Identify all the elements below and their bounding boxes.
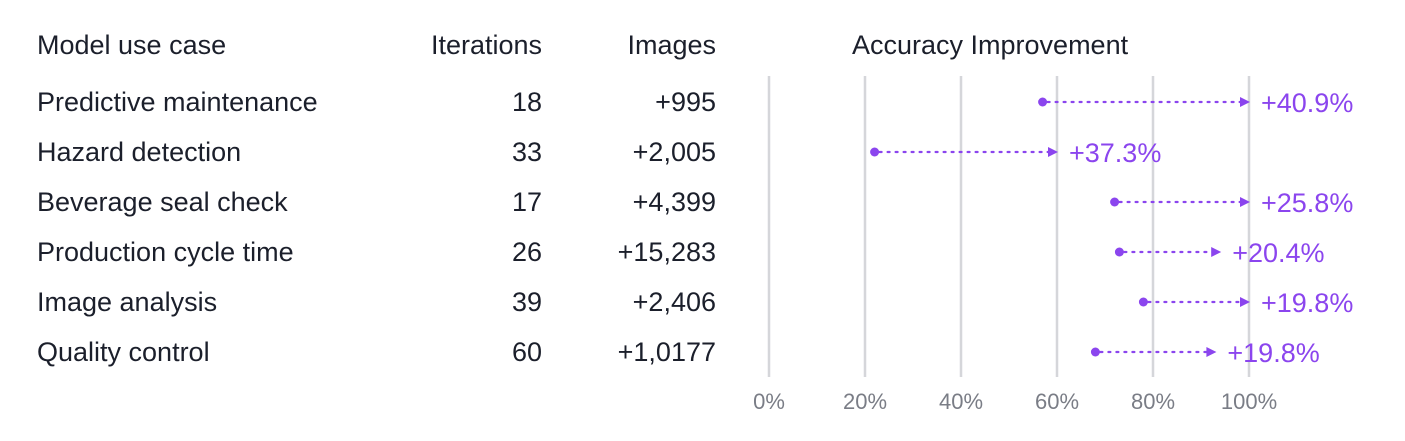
end-arrow: [1240, 297, 1250, 307]
header-iterations: Iterations: [430, 30, 542, 60]
x-tick-label: 20%: [843, 389, 887, 414]
x-tick-label: 0%: [753, 389, 785, 414]
row-images: +4,399: [632, 187, 716, 217]
row-iterations: 60: [511, 337, 542, 367]
end-arrow: [1048, 147, 1058, 157]
start-point: [1114, 247, 1124, 257]
row-iterations: 39: [511, 287, 542, 317]
row-images: +2,005: [632, 137, 716, 167]
end-arrow: [1211, 247, 1222, 257]
improvement-label: +19.8%: [1261, 288, 1353, 318]
header-images: Images: [627, 30, 716, 60]
row-use-case: Production cycle time: [37, 237, 294, 267]
improvement-label: +19.8%: [1227, 338, 1319, 368]
start-point: [1110, 197, 1120, 207]
row-images: +2,406: [632, 287, 716, 317]
row-images: +995: [655, 87, 716, 117]
end-arrow: [1240, 97, 1250, 107]
x-tick-label: 40%: [939, 389, 983, 414]
header-accuracy: Accuracy Improvement: [852, 30, 1129, 60]
row-iterations: 33: [511, 137, 542, 167]
row-iterations: 17: [511, 187, 542, 217]
start-point: [1138, 297, 1148, 307]
row-images: +15,283: [617, 237, 716, 267]
improvement-label: +25.8%: [1261, 188, 1353, 218]
improvement-label: +20.4%: [1232, 238, 1324, 268]
improvement-label: +37.3%: [1069, 138, 1161, 168]
start-point: [1038, 97, 1048, 107]
row-images: +1,0177: [617, 337, 716, 367]
x-tick-label: 100%: [1221, 389, 1277, 414]
row-use-case: Image analysis: [37, 287, 218, 317]
row-iterations: 18: [511, 87, 542, 117]
row-iterations: 26: [511, 237, 542, 267]
row-use-case: Beverage seal check: [37, 187, 288, 217]
improvement-label: +40.9%: [1261, 88, 1353, 118]
header-use-case: Model use case: [37, 30, 227, 60]
x-tick-label: 60%: [1035, 389, 1079, 414]
x-tick-label: 80%: [1131, 389, 1175, 414]
end-arrow: [1206, 347, 1217, 357]
row-use-case: Quality control: [37, 337, 210, 367]
end-arrow: [1240, 197, 1250, 207]
row-use-case: Hazard detection: [37, 137, 242, 167]
row-use-case: Predictive maintenance: [37, 87, 318, 117]
start-point: [870, 147, 880, 157]
start-point: [1090, 347, 1100, 357]
